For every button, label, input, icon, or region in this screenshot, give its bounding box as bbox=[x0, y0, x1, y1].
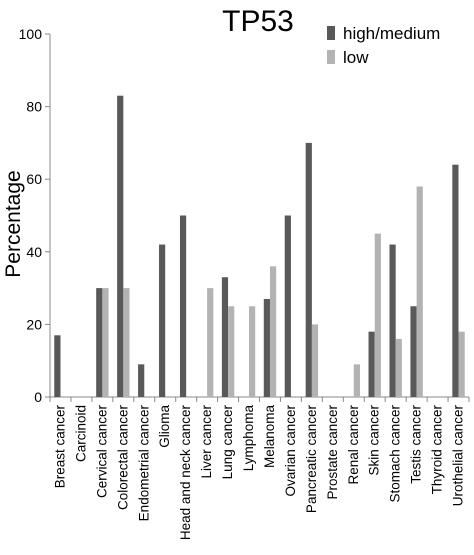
x-tick-label: Carcinoid bbox=[73, 405, 88, 462]
bar-high-medium bbox=[452, 164, 459, 397]
bar-high-medium bbox=[389, 244, 396, 397]
x-tick-label: Breast cancer bbox=[52, 405, 67, 489]
y-tick-label: 40 bbox=[26, 244, 42, 260]
x-tick-label: Endometrial cancer bbox=[136, 405, 151, 522]
bars bbox=[54, 95, 465, 398]
bar-low bbox=[269, 266, 277, 397]
x-tick-label: Lung cancer bbox=[220, 405, 235, 480]
y-tick-label: 80 bbox=[26, 99, 42, 115]
bar-high-medium bbox=[284, 215, 291, 397]
x-tick-label: Pancreatic cancer bbox=[304, 405, 319, 514]
legend-swatch bbox=[327, 50, 335, 64]
x-tick-label: Stomach cancer bbox=[388, 404, 403, 502]
bar-high-medium bbox=[305, 142, 312, 397]
x-tick-label: Skin cancer bbox=[367, 405, 382, 476]
bar-low bbox=[207, 288, 214, 397]
bar-high-medium bbox=[179, 215, 187, 397]
x-tick-label: Glioma bbox=[157, 405, 172, 448]
x-tick-label: Cervical cancer bbox=[94, 404, 109, 498]
x-tick-label: Liver cancer bbox=[199, 405, 214, 479]
bar-low bbox=[458, 331, 465, 397]
bar-low bbox=[249, 306, 256, 397]
bar-low bbox=[123, 288, 130, 397]
bar-high-medium bbox=[159, 244, 166, 397]
x-tick-label: Ovarian cancer bbox=[283, 405, 298, 497]
bar-low bbox=[311, 324, 319, 397]
bar-high-medium bbox=[117, 95, 124, 398]
x-tick-label: Colorectal cancer bbox=[115, 404, 130, 510]
legend: high/medium low bbox=[327, 24, 440, 67]
bar-high-medium bbox=[368, 331, 375, 397]
y-axis-label: Percentage bbox=[2, 170, 25, 277]
bar-low bbox=[395, 338, 402, 397]
bar-high-medium bbox=[221, 277, 229, 397]
x-tick-label: Lymphoma bbox=[241, 405, 256, 472]
x-tick-label: Testis cancer bbox=[409, 404, 424, 483]
bar-low bbox=[353, 364, 360, 397]
chart-title: TP53 bbox=[222, 5, 294, 38]
bar-low bbox=[102, 288, 109, 397]
bar-high-medium bbox=[263, 298, 270, 397]
bar-high-medium bbox=[54, 335, 61, 397]
legend-label: low bbox=[343, 48, 369, 67]
y-tick-label: 0 bbox=[34, 389, 42, 405]
legend-swatch bbox=[327, 26, 335, 40]
y-tick-label: 60 bbox=[26, 171, 42, 187]
x-tick-label: Thyroid cancer bbox=[430, 405, 445, 495]
x-tick-label: Urothelial cancer bbox=[451, 404, 466, 506]
y-tick-label: 100 bbox=[19, 26, 43, 42]
x-tick-label: Renal cancer bbox=[346, 404, 361, 484]
y-ticks: 0 20 40 60 80 100 bbox=[19, 26, 50, 405]
bar-high-medium bbox=[96, 288, 103, 397]
bar-low bbox=[416, 186, 423, 397]
y-tick-label: 20 bbox=[26, 316, 42, 332]
bar-low bbox=[374, 233, 381, 397]
x-tick-label: Head and neck cancer bbox=[178, 405, 193, 541]
bar-high-medium bbox=[138, 364, 145, 397]
x-tick-label: Prostate cancer bbox=[325, 404, 340, 499]
bar-low bbox=[228, 306, 235, 397]
legend-label: high/medium bbox=[343, 24, 440, 43]
bar-high-medium bbox=[410, 306, 417, 397]
x-tick-label: Melanoma bbox=[262, 405, 277, 469]
x-ticks: Breast cancer Carcinoid Cervical cancer Col… bbox=[49, 397, 470, 541]
